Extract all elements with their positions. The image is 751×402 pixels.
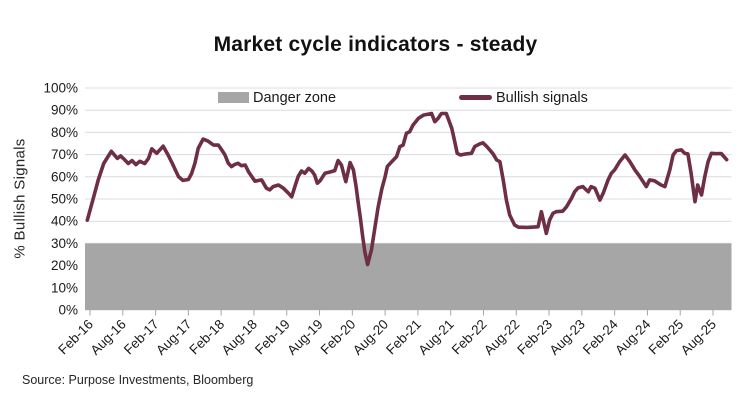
y-tick-label: 100%: [43, 81, 78, 96]
x-tick-label: Feb-25: [645, 317, 686, 358]
y-tick-label: 0%: [58, 303, 78, 318]
x-tick-label: Aug-25: [678, 317, 719, 358]
y-tick-label: 70%: [51, 147, 78, 162]
x-tick-label: Feb-17: [121, 317, 162, 358]
x-tick-label: Aug-23: [547, 317, 588, 358]
x-tick-label: Feb-20: [318, 317, 359, 358]
x-tick-label: Aug-22: [481, 317, 522, 358]
y-tick-label: 40%: [51, 214, 78, 229]
x-tick-label: Aug-21: [415, 317, 456, 358]
x-tick-label: Feb-16: [55, 317, 96, 358]
x-tick-label: Feb-21: [383, 317, 424, 358]
bullish-signals-line: [85, 111, 729, 267]
x-tick-label: Aug-17: [153, 317, 194, 358]
legend-label-danger-zone: Danger zone: [253, 89, 337, 106]
source-note: Source: Purpose Investments, Bloomberg: [22, 373, 254, 387]
x-tick-label: Feb-22: [449, 317, 490, 358]
y-tick-label: 50%: [51, 192, 78, 207]
x-tick-label: Aug-24: [612, 316, 654, 358]
y-tick-label: 20%: [51, 258, 78, 273]
y-tick-label: 30%: [51, 236, 78, 251]
y-tick-label: 80%: [51, 125, 78, 140]
bullish-signals-swatch-icon: [459, 95, 492, 100]
x-tick-label: Aug-19: [284, 317, 325, 358]
legend-label-bullish-signals: Bullish signals: [496, 89, 588, 106]
y-axis-title: % Bullish Signals: [11, 138, 29, 259]
legend-item-bullish-signals: Bullish signals: [459, 89, 588, 106]
x-tick-label: Aug-16: [88, 317, 129, 358]
danger-zone-band: [85, 243, 732, 310]
y-tick-label: 90%: [51, 103, 78, 118]
danger-zone-swatch-icon: [218, 92, 249, 103]
x-tick-label: Feb-18: [186, 317, 227, 358]
x-tick-label: Aug-20: [350, 317, 391, 358]
x-tick-label: Feb-19: [252, 317, 293, 358]
x-tick-label: Aug-18: [219, 317, 260, 358]
y-tick-label: 10%: [51, 280, 78, 295]
x-tick-label: Feb-23: [514, 317, 555, 358]
legend-item-danger-zone: Danger zone: [218, 89, 337, 106]
y-tick-label: 60%: [51, 169, 78, 184]
chart-title: Market cycle indicators - steady: [213, 33, 538, 56]
